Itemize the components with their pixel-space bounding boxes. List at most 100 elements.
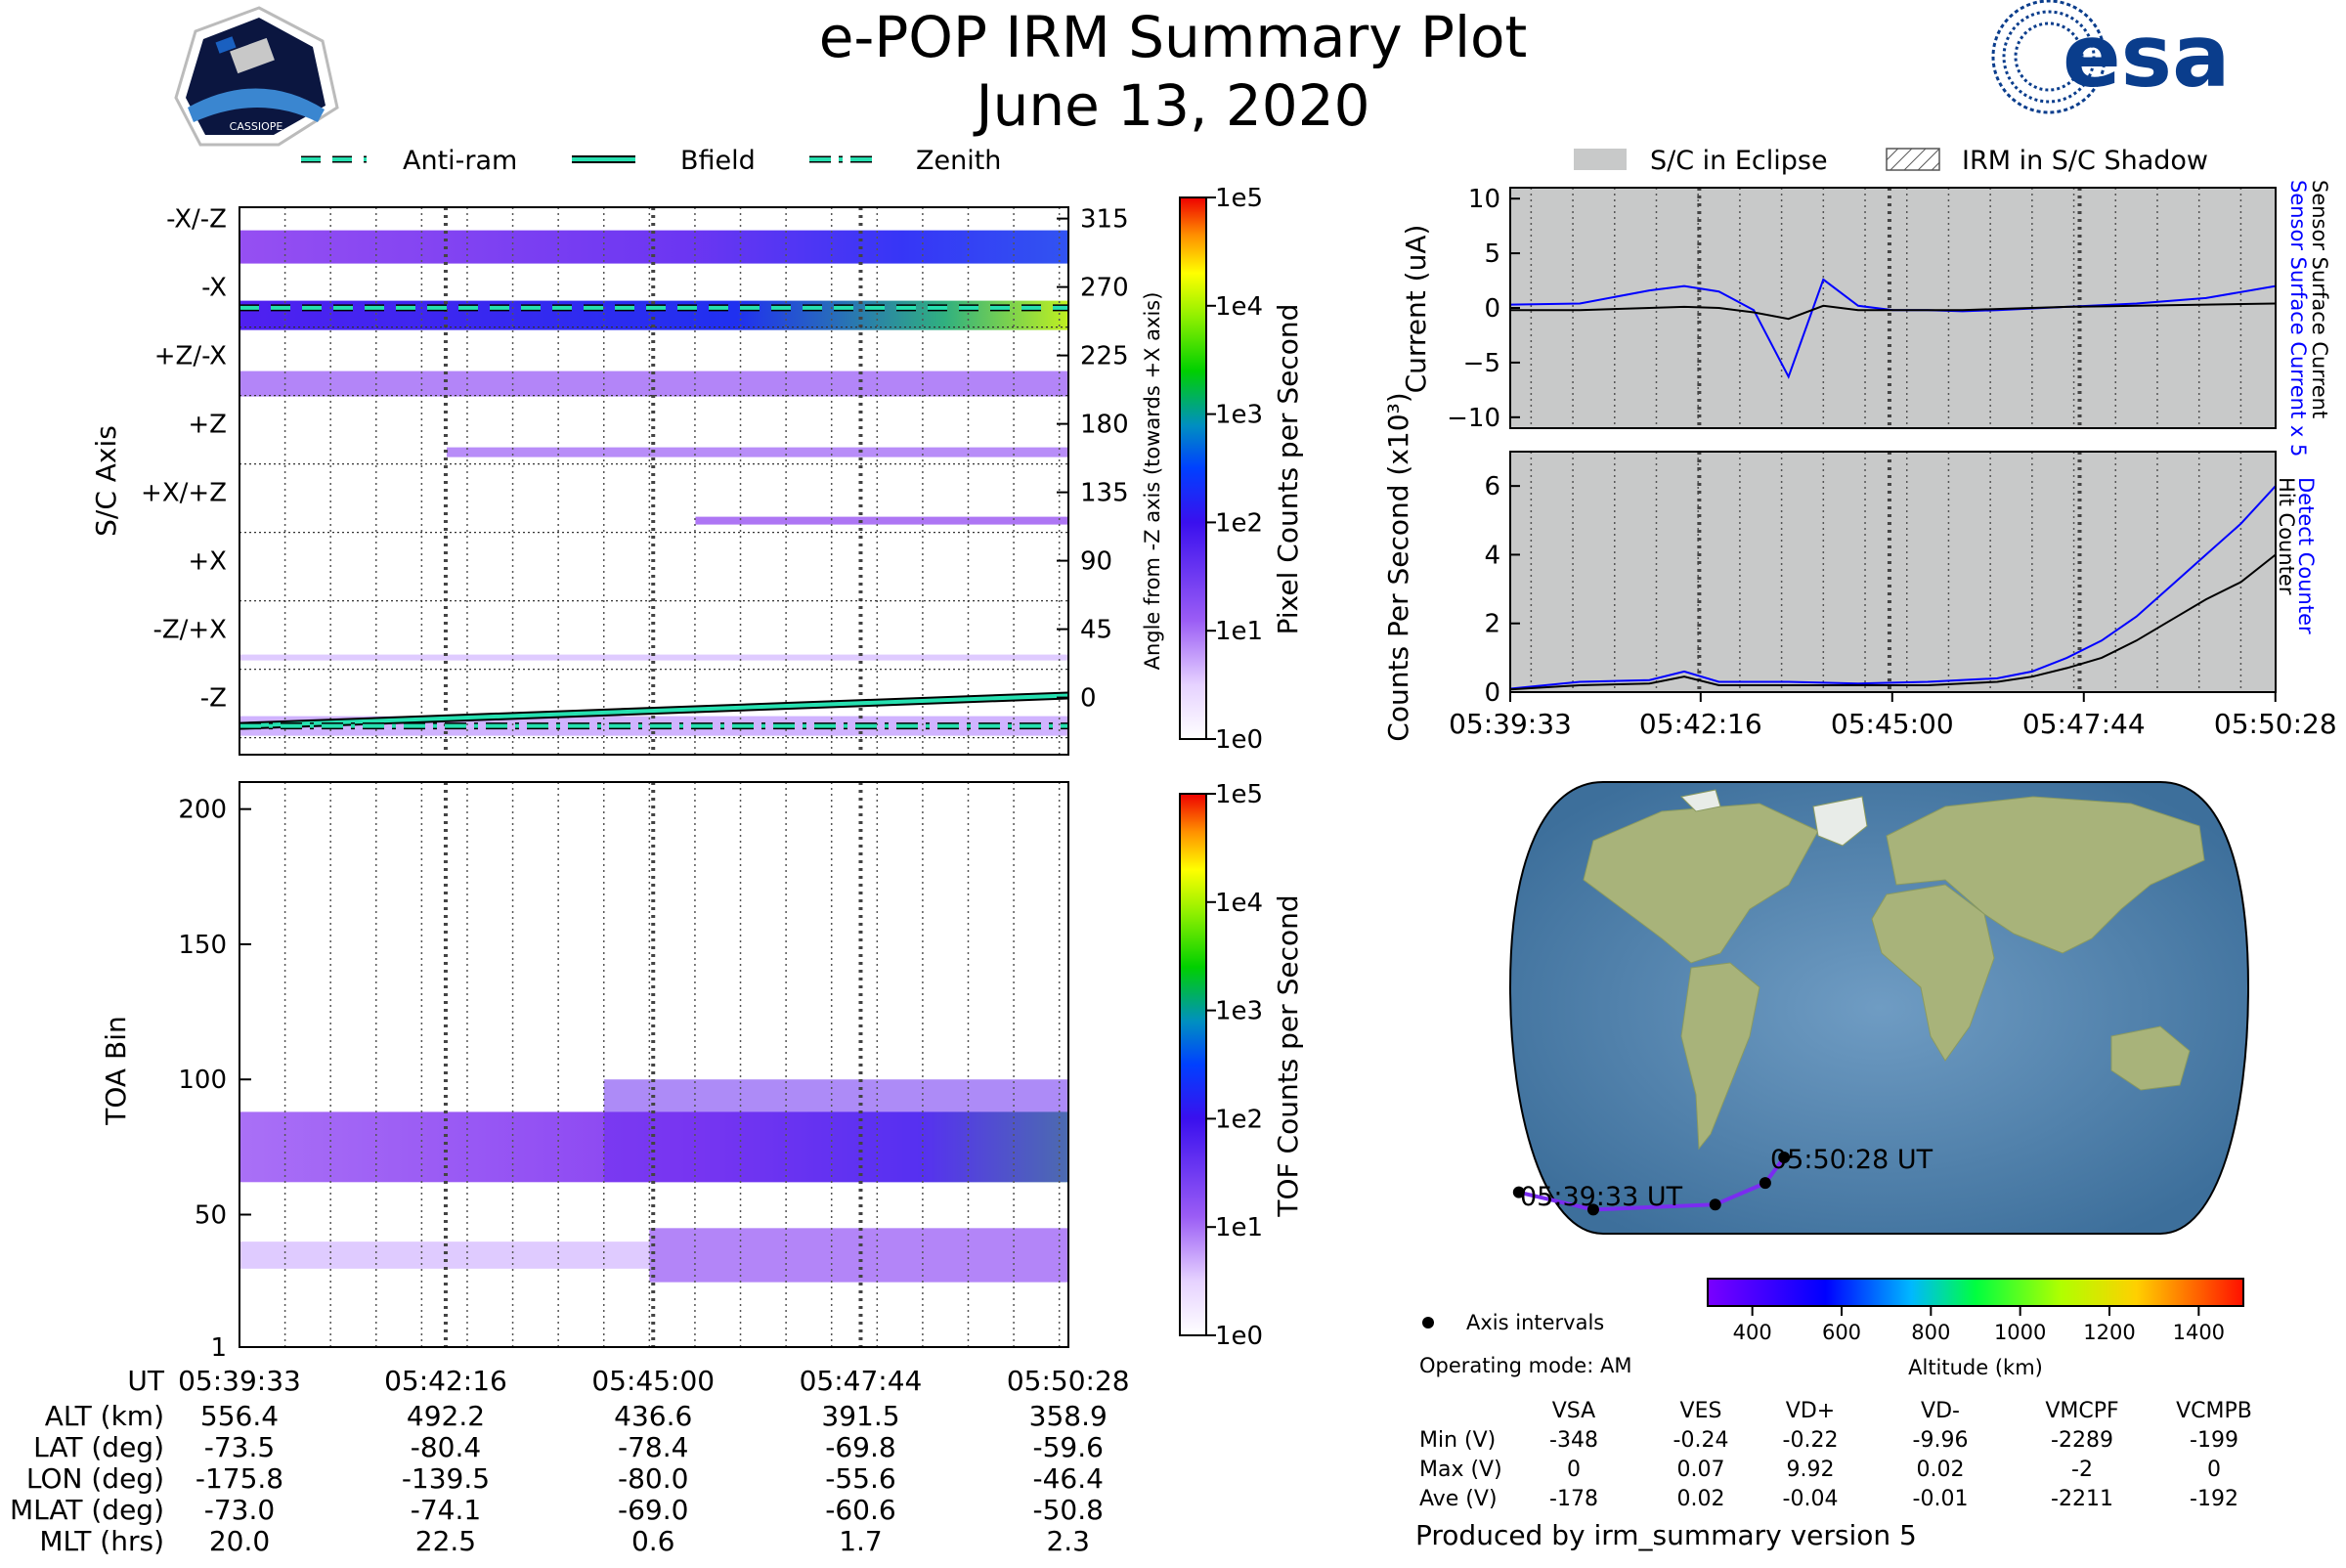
track-end-label: 05:50:28 UT [1770,1145,1933,1175]
angle-tick-label: 90 [1080,547,1112,577]
ephemeris-value: -69.0 [618,1494,688,1526]
ephemeris-value: 20.0 [209,1525,270,1557]
voltage-value: 0 [1567,1458,1581,1482]
ephemeris-value: -78.4 [618,1431,688,1463]
ephemeris-value: -74.1 [411,1494,481,1526]
current-series-sensor-surface-current [1510,302,2277,321]
track-point-3 [1759,1177,1771,1190]
tof-heatmap: 200 150 100 50 1 TOA Bin [100,781,1069,1363]
colorbar-tick-label: 1e1 [1215,1213,1263,1242]
voltage-column-header: VES [1680,1399,1722,1423]
voltage-column-header: VSA [1552,1399,1595,1423]
ephemeris-value: 358.9 [1029,1400,1108,1432]
colorbar-tick-label: 1e0 [1215,725,1263,755]
axis-intervals-label: Axis intervals [1466,1311,1604,1334]
counts-ytick-label: 2 [1484,610,1500,639]
counts-xtick-label: 05:39:33 [1449,708,1572,740]
legend-bfield: Bfield [680,146,756,176]
colorbar-tick-label: 1e4 [1215,889,1263,918]
ephemeris-value: -55.6 [825,1462,895,1495]
pixel-band-5 [239,654,1068,661]
tof-ytick-label: 1 [210,1333,227,1363]
counts-xtick-label: 05:47:44 [2022,708,2146,740]
map-continents [1583,789,2205,1151]
altitude-tick-label: 1200 [2083,1321,2135,1344]
voltage-value: -0.01 [1913,1487,1969,1511]
counts-xtick-label: 05:50:28 [2214,708,2337,740]
counts-ytick-label: 0 [1484,678,1500,708]
voltage-row-label: Max (V) [1419,1458,1502,1482]
sc-axis-label: -Z/+X [152,616,227,645]
colorbar-tick-label: 1e3 [1215,997,1263,1026]
voltage-table: VSA VES VD+ VD- VMCPF VCMPB Min (V) -348 -0.24 -0… [1419,1399,2252,1511]
tof-colorbar: 1e5 1e4 1e3 1e2 1e1 1e0 TOF Counts per Second [1179,780,1304,1351]
ephemeris-value: -69.8 [825,1431,895,1463]
ephemeris-row-label: LAT (deg) [33,1431,164,1463]
legend-shadow: IRM in S/C Shadow [1962,146,2208,176]
ephemeris-value: -46.4 [1033,1462,1104,1495]
ephemeris-value: -60.6 [825,1494,895,1526]
ephemeris-value: -73.0 [204,1494,275,1526]
legend-anti-ram: Anti-ram [403,146,517,176]
ephemeris-value: 2.3 [1046,1525,1090,1557]
counts-ytick-label: 6 [1484,472,1500,501]
pixel-colorbar: 1e5 1e4 1e3 1e2 1e1 1e0 Pixel Counts per Seco… [1179,184,1304,755]
current-ytick-label: −10 [1447,404,1500,433]
ephemeris-value: 391.5 [821,1400,899,1432]
current-ytick-label: 0 [1484,294,1500,324]
ephemeris-value: 0.6 [631,1525,675,1557]
current-ytick-label: 10 [1468,185,1500,214]
cassiope-logo: CASSIOPE [174,6,339,147]
pixel-heatmap: -X/-Z -X +Z/-X +Z +X/+Z +X -Z/+X -Z 315 270 225 18… [90,205,1164,756]
pixel-band-3 [447,447,1068,457]
pixel-y2label: Angle from -Z axis (towards +X axis) [1141,292,1164,671]
ephemeris-value: 1.7 [839,1525,883,1557]
world-map: 05:39:33 UT 05:50:28 UT [1508,781,2250,1235]
pixel-ylabel: S/C Axis [90,425,122,537]
ephemeris-value: -59.6 [1033,1431,1104,1463]
footer-text: Produced by irm_summary version 5 [1415,1519,1917,1551]
altitude-tick-label: 800 [1911,1321,1950,1344]
ephemeris-time: 05:50:28 [1007,1365,1130,1397]
angle-tick-label: 225 [1080,342,1129,371]
voltage-row-label: Min (V) [1419,1428,1496,1453]
counts-y2label-blue: Detect Counter [2294,477,2318,634]
ephemeris-value: -50.8 [1033,1494,1104,1526]
current-plot: 10 5 0 −5 −10 Current (uA) Sensor Surface Cu… [1400,180,2331,457]
voltage-column-header: VD+ [1786,1399,1835,1423]
track-start-label: 05:39:33 UT [1520,1182,1683,1212]
ephemeris-value: 492.2 [407,1400,485,1432]
sc-axis-label: +X [188,547,227,577]
altitude-tick-label: 400 [1733,1321,1772,1344]
ephemeris-row-label: ALT (km) [45,1400,164,1432]
cassiope-logo-text: CASSIOPE [230,120,283,133]
sc-axis-label: +X/+Z [141,479,227,508]
legend-zenith: Zenith [916,146,1001,176]
ephemeris-value: -139.5 [402,1462,490,1495]
voltage-value: 9.92 [1787,1458,1835,1482]
legend-eclipse: S/C in Eclipse [1650,146,1828,176]
voltage-value: -348 [1549,1428,1598,1453]
tof-ylabel: TOA Bin [100,1016,132,1125]
voltage-value: -2 [2071,1458,2093,1482]
ephemeris-time: 05:45:00 [591,1365,715,1397]
track-point-2 [1709,1198,1721,1211]
angle-tick-label: 270 [1080,274,1129,303]
altitude-colorbar-label: Altitude (km) [1908,1356,2043,1379]
voltage-value: -0.04 [1783,1487,1839,1511]
right-legend: S/C in Eclipse IRM in S/C Shadow [1574,146,2208,176]
altitude-tick-label: 1000 [1994,1321,2046,1344]
colorbar-tick-label: 1e4 [1215,292,1263,322]
counts-series-hit-counter [1509,553,2277,691]
angle-tick-label: 45 [1080,616,1112,645]
voltage-value: -199 [2190,1428,2238,1453]
voltage-row-label: Ave (V) [1419,1487,1498,1511]
voltage-value: -0.24 [1673,1428,1729,1453]
voltage-value: 0 [2207,1458,2221,1482]
ephemeris-value: 436.6 [614,1400,692,1432]
current-y2label-blue: Sensor Surface Current x 5 [2286,180,2310,457]
tof-ytick-label: 100 [178,1066,227,1095]
counts-xtick-label: 05:45:00 [1831,708,1954,740]
colorbar-tick-label: 1e2 [1215,1105,1263,1134]
